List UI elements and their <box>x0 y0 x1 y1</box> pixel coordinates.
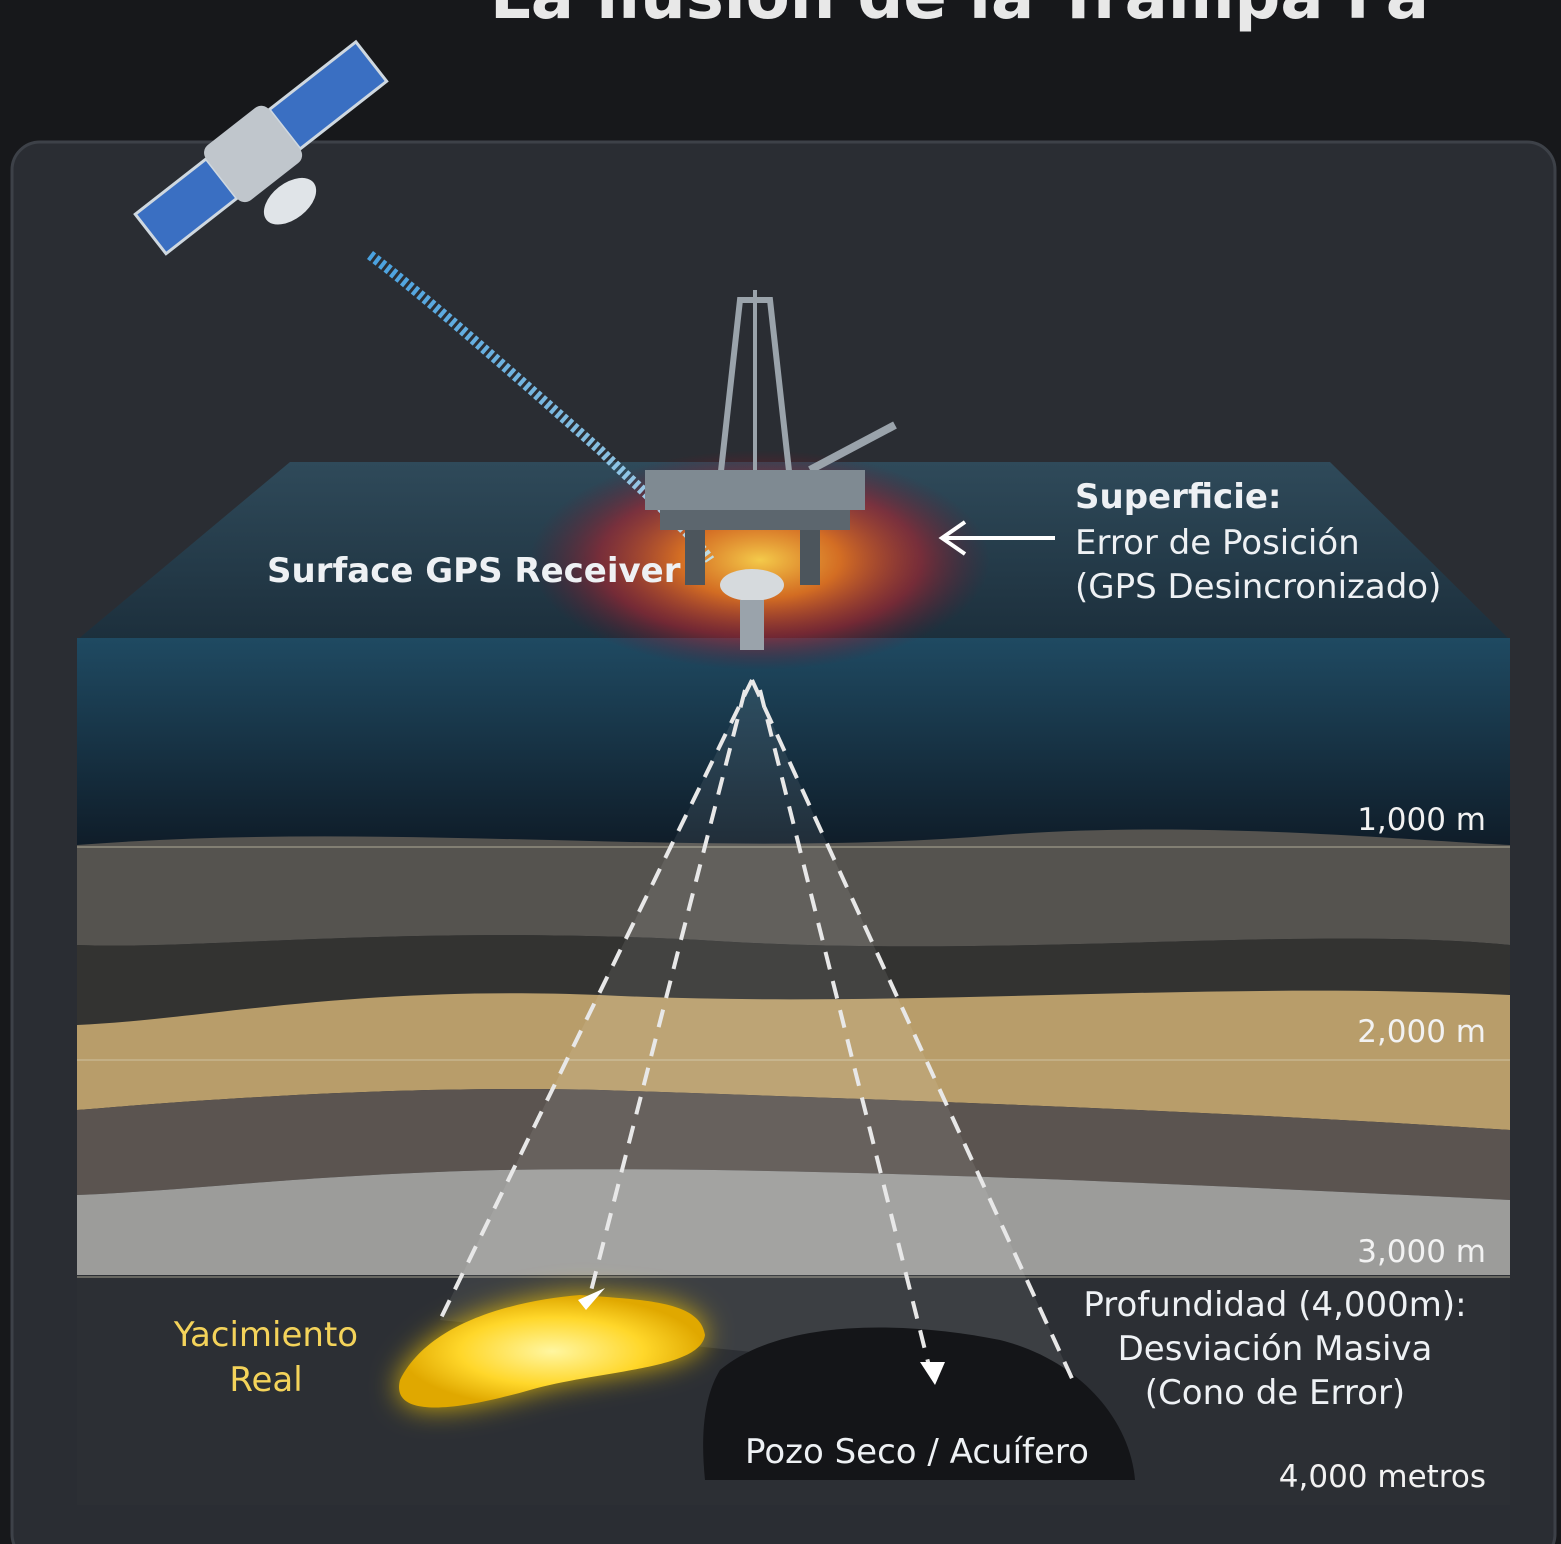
layer-rock <box>77 1089 1510 1200</box>
cone-lines <box>438 679 1077 1386</box>
scene <box>77 462 1510 1505</box>
arrow-head <box>578 1288 605 1310</box>
reservoir-label: Real <box>229 1360 302 1400</box>
surface-line: Error de Posición <box>1075 523 1360 563</box>
dry-well <box>703 1327 1135 1480</box>
layer-dark <box>77 935 1510 1025</box>
depth-note: (Cono de Error) <box>1145 1373 1405 1413</box>
surface-line: (GPS Desincronizado) <box>1075 567 1441 607</box>
satellite <box>133 39 389 256</box>
depth-label: 4,000 metros <box>1279 1459 1486 1495</box>
title: La ilusión de la Trampa Fa <box>490 0 1429 34</box>
layer-shale <box>77 829 1510 947</box>
depth-label: 1,000 m <box>1357 802 1486 838</box>
layer-limestone <box>77 1169 1510 1280</box>
arrow-head <box>920 1362 945 1385</box>
layer-sand <box>77 990 1510 1130</box>
error-cone <box>440 680 1075 1385</box>
receiver-label: Surface GPS Receiver <box>267 551 681 591</box>
depth-note: Desviación Masiva <box>1118 1329 1433 1369</box>
pointer-arrow-head <box>938 520 967 556</box>
depth-label: 3,000 m <box>1357 1234 1486 1270</box>
oil-platform <box>645 290 897 650</box>
dry-well-label: Pozo Seco / Acuífero <box>745 1432 1089 1472</box>
depth-lines <box>77 846 1510 1278</box>
depth-label: 2,000 m <box>1357 1014 1486 1050</box>
water <box>77 638 1510 848</box>
depth-note: Profundidad (4,000m): <box>1083 1285 1466 1325</box>
real-reservoir <box>399 1295 705 1408</box>
surface-heading: Superficie: <box>1075 477 1282 517</box>
reservoir-label: Yacimiento <box>173 1315 358 1355</box>
